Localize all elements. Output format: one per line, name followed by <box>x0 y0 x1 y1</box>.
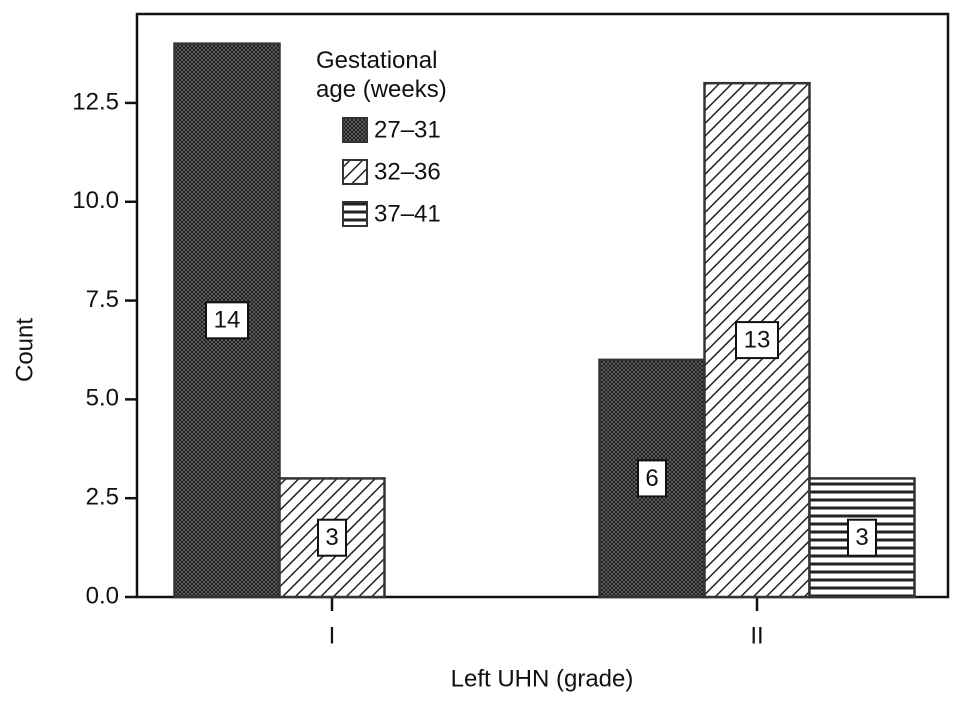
y-tick-label: 2.5 <box>86 484 119 511</box>
data-label: 6 <box>645 465 658 492</box>
data-label-box <box>847 518 877 557</box>
legend-label: 32–36 <box>374 158 441 185</box>
data-label-box <box>317 518 347 557</box>
legend-title: Gestational age (weeks) <box>316 47 447 103</box>
data-label: 3 <box>855 524 868 551</box>
y-tick-label: 0.0 <box>86 582 119 609</box>
data-label-box <box>205 301 249 340</box>
y-tick-label: 7.5 <box>86 286 119 313</box>
x-tick-label: I <box>329 622 336 649</box>
plot-frame <box>135 12 950 599</box>
legend-label: 37–41 <box>374 200 441 227</box>
legend-label: 27–31 <box>374 116 441 143</box>
y-tick-label: 12.5 <box>72 88 119 115</box>
data-label: 3 <box>325 524 338 551</box>
data-label-box <box>637 459 667 498</box>
legend-swatch <box>342 201 368 227</box>
y-tick-label: 5.0 <box>86 385 119 412</box>
data-label: 13 <box>744 326 771 353</box>
data-label-box <box>735 321 779 360</box>
data-label: 14 <box>214 307 241 334</box>
y-axis-label: Count <box>11 318 38 382</box>
legend-swatch <box>342 117 368 143</box>
x-axis-label: Left UHN (grade) <box>451 665 634 692</box>
y-tick-label: 10.0 <box>72 187 119 214</box>
legend-swatch <box>342 159 368 185</box>
x-tick-label: II <box>750 622 763 649</box>
